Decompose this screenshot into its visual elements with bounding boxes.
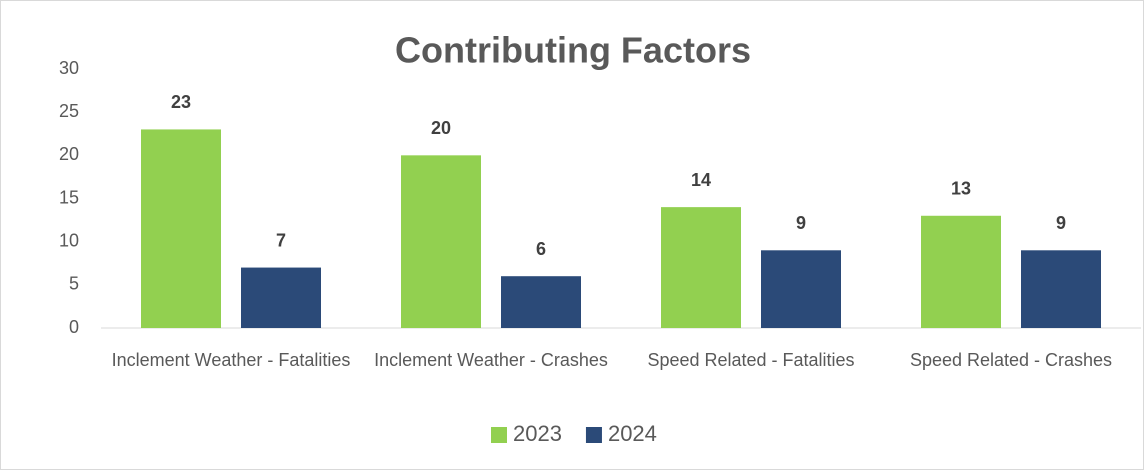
data-label: 14: [691, 170, 711, 190]
y-tick-label: 30: [59, 58, 79, 78]
legend-swatch: [491, 427, 507, 443]
y-tick-label: 10: [59, 230, 79, 250]
bar: [661, 207, 741, 328]
data-label: 23: [171, 92, 191, 112]
data-label: 7: [276, 230, 286, 250]
bar: [921, 215, 1001, 328]
x-tick-label: Inclement Weather - Crashes: [374, 350, 608, 370]
bar: [241, 267, 321, 328]
legend-swatch: [585, 427, 602, 443]
bar: [401, 155, 481, 328]
data-label: 20: [431, 118, 451, 138]
data-label: 6: [536, 239, 546, 259]
y-tick-label: 15: [59, 187, 79, 207]
legend-label: 2024: [608, 421, 657, 446]
y-tick-label: 20: [59, 144, 79, 164]
data-label: 13: [951, 179, 971, 199]
bar: [501, 276, 581, 328]
y-tick-label: 5: [69, 274, 79, 294]
bar: [761, 250, 841, 328]
data-label: 9: [1056, 213, 1066, 233]
bar: [1021, 250, 1101, 328]
x-tick-label: Speed Related - Fatalities: [647, 350, 855, 370]
x-tick-label: Inclement Weather - Fatalities: [111, 350, 351, 370]
y-tick-label: 25: [59, 101, 79, 121]
y-tick-label: 0: [69, 317, 79, 337]
x-tick-label: Speed Related - Crashes: [909, 350, 1113, 370]
chart-title: Contributing Factors: [395, 30, 751, 71]
legend-label: 2023: [513, 421, 562, 446]
bar: [141, 129, 221, 328]
data-label: 9: [796, 213, 806, 233]
